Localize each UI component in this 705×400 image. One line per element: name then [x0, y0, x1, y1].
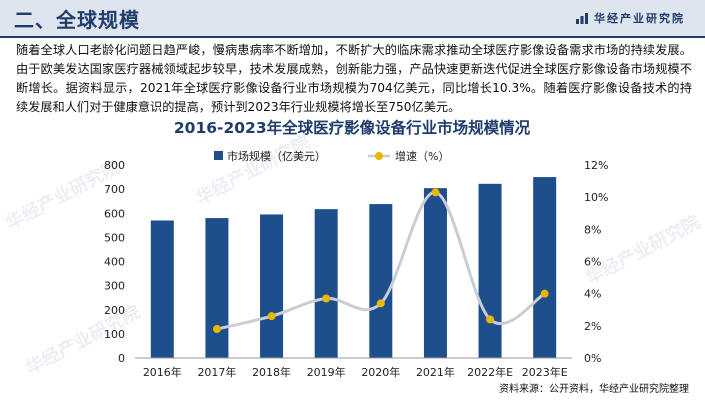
right-axis: 0% 2% 4% 6% 8% 10% 12% — [584, 159, 608, 365]
left-axis: 0 100 200 300 400 500 600 700 800 — [104, 159, 125, 365]
left-tick-label: 400 — [104, 256, 125, 269]
legend-line-label: 增速（%） — [395, 149, 449, 163]
bar — [478, 183, 502, 358]
section-title: 二、全球规模 — [14, 8, 140, 32]
legend-bar-label: 市场规模（亿美元） — [227, 149, 326, 163]
growth-point — [212, 325, 221, 334]
x-tick-label: 2016年 — [143, 365, 182, 379]
right-tick-label: 10% — [584, 191, 608, 204]
bar — [205, 218, 229, 358]
growth-point — [376, 299, 385, 308]
bar — [533, 177, 557, 358]
left-tick-label: 700 — [104, 183, 125, 196]
x-tick-label: 2023年E — [522, 365, 568, 379]
x-tick-label: 2020年 — [361, 365, 400, 379]
source-note: 资料来源：公开资料，华经产业研究院整理 — [499, 384, 689, 395]
growth-point — [267, 312, 276, 321]
right-tick-label: 2% — [584, 320, 601, 333]
watermark-text: 华经产业研究院 — [22, 301, 144, 380]
brand-logo-icon — [576, 13, 588, 24]
brand-name: 华经产业研究院 — [594, 12, 685, 25]
bar — [369, 204, 393, 358]
bar — [260, 214, 284, 358]
left-tick-label: 500 — [104, 231, 125, 244]
bar — [314, 209, 338, 358]
x-tick-label: 2018年 — [252, 365, 291, 379]
bar — [150, 220, 174, 358]
x-axis: 2016年 2017年 2018年 2019年 2020年 2021年 2022年E 2023… — [135, 357, 572, 379]
left-tick-label: 800 — [104, 159, 125, 172]
line-series — [212, 188, 549, 334]
growth-point — [431, 188, 440, 197]
left-tick-label: 600 — [104, 207, 125, 220]
growth-point — [540, 289, 549, 298]
brand: 华经产业研究院 — [575, 10, 685, 26]
watermark-text: 华经产业研究院 — [192, 131, 314, 210]
left-tick-label: 200 — [104, 304, 125, 317]
intro-paragraph: 随着全球人口老龄化问题日趋严峻，慢病患病率不断增加，不断扩大的临床需求推动全球医… — [16, 43, 692, 114]
right-tick-label: 0% — [584, 352, 601, 365]
bar-series — [150, 177, 557, 358]
growth-point — [322, 294, 331, 303]
legend-bar-swatch — [214, 151, 223, 160]
bar — [423, 188, 447, 358]
right-tick-label: 6% — [584, 256, 601, 269]
growth-point — [486, 315, 495, 324]
legend-line-marker — [375, 152, 383, 160]
left-tick-label: 300 — [104, 280, 125, 293]
header-band: 二、全球规模 华经产业研究院 — [0, 0, 705, 38]
x-tick-label: 2022年E — [467, 365, 513, 379]
x-tick-label: 2017年 — [197, 365, 236, 379]
right-tick-label: 8% — [584, 223, 601, 236]
right-tick-label: 12% — [584, 159, 608, 172]
x-tick-label: 2021年 — [416, 365, 455, 379]
left-tick-label: 0 — [118, 352, 125, 365]
chart-title: 2016-2023年全球医疗影像设备行业市场规模情况 — [174, 118, 531, 137]
right-tick-label: 4% — [584, 288, 601, 301]
left-tick-label: 100 — [104, 328, 125, 341]
chart-legend: 市场规模（亿美元） 增速（%） — [214, 149, 449, 163]
x-tick-label: 2019年 — [307, 365, 346, 379]
